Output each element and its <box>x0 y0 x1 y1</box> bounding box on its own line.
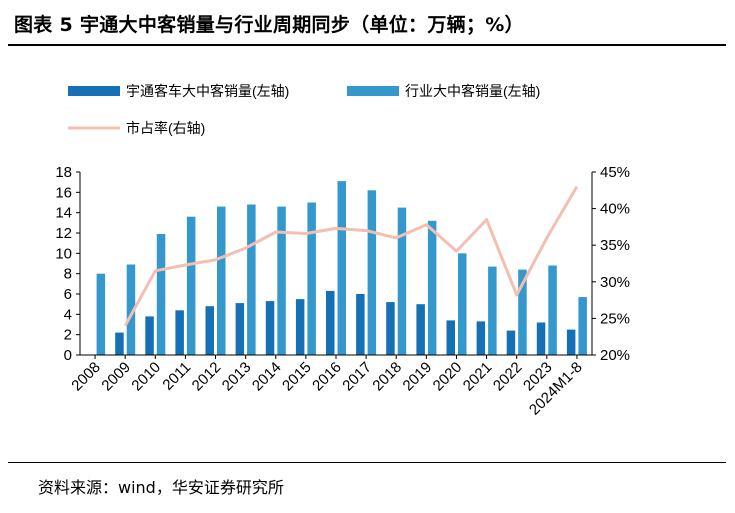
left-tick-label: 4 <box>64 306 72 323</box>
x-tick-label: 2011 <box>159 359 194 394</box>
bar-industry-2016 <box>337 181 346 355</box>
bar-industry-2014 <box>277 206 286 355</box>
bar-industry-2009 <box>126 264 136 355</box>
right-tick-label: 30% <box>600 274 630 291</box>
bar-industry-2017 <box>367 190 377 355</box>
bar-yutong-2022 <box>506 330 516 355</box>
x-tick-label: 2022 <box>490 359 526 395</box>
bar-yutong-2012 <box>205 306 214 355</box>
x-tick-label: 2012 <box>189 359 225 395</box>
line-layer <box>123 185 579 327</box>
bar-yutong-2017 <box>356 294 365 355</box>
bar-industry-2013 <box>247 204 256 355</box>
legend-swatch <box>347 86 399 96</box>
bar-yutong-2020 <box>446 320 455 355</box>
left-tick-label: 18 <box>55 164 72 181</box>
left-tick-label: 16 <box>55 184 72 201</box>
market-share-line <box>123 185 579 327</box>
bar-yutong-2024M1-8 <box>566 329 576 355</box>
bar-yutong-2014 <box>265 301 275 355</box>
bar-industry-2022 <box>518 269 527 355</box>
legend: 宇通客车大中客销量(左轴) 行业大中客销量(左轴) 市占率(右轴) <box>68 83 540 136</box>
bar-yutong-2015 <box>295 299 305 355</box>
x-tick-label: 2010 <box>129 359 165 395</box>
bar-industry-2021 <box>488 266 497 355</box>
bar-industry-2012 <box>217 206 226 355</box>
legend-label: 行业大中客销量(左轴) <box>405 83 540 99</box>
right-tick-label: 40% <box>600 201 630 218</box>
bars <box>96 181 587 355</box>
left-tick-label: 6 <box>64 286 72 303</box>
right-tick-label: 20% <box>600 347 630 364</box>
bar-industry-2019 <box>427 220 437 355</box>
x-tick-label: 2008 <box>68 359 104 395</box>
bar-yutong-2010 <box>145 316 154 355</box>
bar-industry-2010 <box>156 234 166 355</box>
left-tick-label: 8 <box>64 266 72 283</box>
chart: 宇通客车大中客销量(左轴) 行业大中客销量(左轴) 市占率(右轴) 20082009… <box>55 83 630 419</box>
bar-yutong-2021 <box>476 321 486 355</box>
x-tick-label: 2017 <box>339 359 375 395</box>
left-axis-ticks: 0 2 4 6 8 10 12 14 16 18 <box>55 164 80 364</box>
left-tick-label: 0 <box>64 347 72 364</box>
right-axis-ticks: 20% 25% 30% 35% 40% 45% <box>592 164 630 364</box>
left-tick-label: 2 <box>64 327 72 344</box>
x-tick-label: 2020 <box>430 359 466 395</box>
left-tick-label: 14 <box>55 205 72 222</box>
x-tick-label: 2018 <box>369 359 405 395</box>
legend-label: 市占率(右轴) <box>126 120 205 136</box>
right-tick-label: 25% <box>600 310 630 327</box>
left-tick-label: 10 <box>55 245 72 262</box>
bar-yutong-2018 <box>386 302 395 355</box>
x-tick-label: 2013 <box>219 359 255 395</box>
source-rule <box>8 462 726 463</box>
x-tick-label: 2021 <box>460 359 496 395</box>
legend-label: 宇通客车大中客销量(左轴) <box>126 83 289 99</box>
bar-industry-2023 <box>548 265 557 355</box>
x-axis-ticks: 2008200920102011201220132014201520162017… <box>68 355 586 419</box>
bar-yutong-2011 <box>175 310 184 355</box>
legend-swatch <box>68 86 120 96</box>
x-tick-label: 2009 <box>98 359 134 395</box>
bar-industry-2015 <box>307 202 316 355</box>
x-tick-label: 2019 <box>400 359 436 395</box>
left-tick-label: 12 <box>55 225 72 242</box>
bar-industry-2011 <box>186 216 196 355</box>
bar-yutong-2019 <box>416 304 425 355</box>
bar-industry-2018 <box>397 207 407 355</box>
x-tick-label: 2014 <box>249 359 285 395</box>
title-rule <box>8 44 726 46</box>
x-tick-label: 2016 <box>309 359 345 395</box>
bar-yutong-2016 <box>326 290 335 355</box>
bar-yutong-2009 <box>115 332 124 355</box>
bar-industry-2008 <box>96 273 106 355</box>
right-tick-label: 45% <box>600 164 630 181</box>
bar-industry-2024M1-8 <box>578 297 587 355</box>
bar-yutong-2013 <box>235 303 245 355</box>
figure-title: 图表 5 宇通大中客销量与行业周期同步（单位：万辆；%） <box>14 14 524 36</box>
source-note: 资料来源：wind，华安证券研究所 <box>38 478 284 497</box>
x-tick-label: 2015 <box>279 359 315 395</box>
bar-industry-2020 <box>458 253 467 355</box>
bar-yutong-2023 <box>536 322 546 355</box>
right-tick-label: 35% <box>600 237 630 254</box>
